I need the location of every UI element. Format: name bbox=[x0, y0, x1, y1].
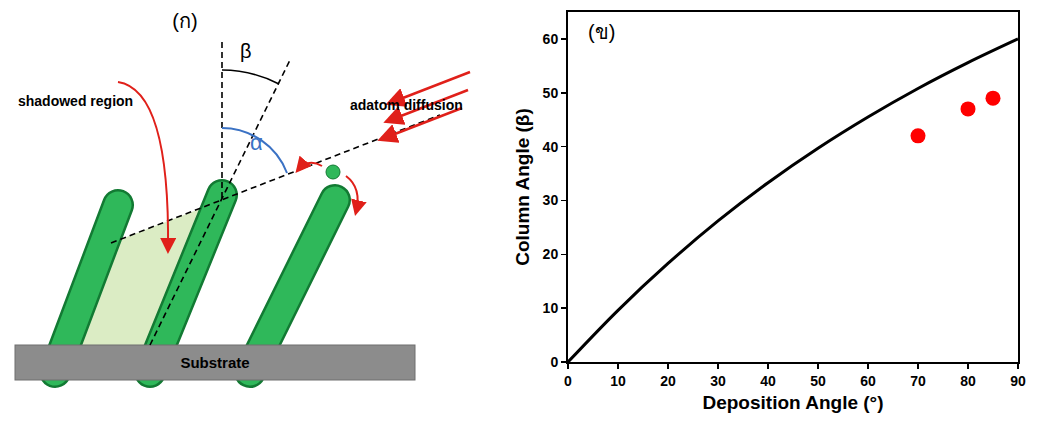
svg-text:30: 30 bbox=[710, 373, 726, 389]
svg-text:50: 50 bbox=[810, 373, 826, 389]
svg-text:adatom diffusion: adatom diffusion bbox=[350, 97, 463, 113]
svg-text:40: 40 bbox=[543, 139, 559, 155]
svg-text:60: 60 bbox=[860, 373, 876, 389]
svg-text:Substrate: Substrate bbox=[180, 354, 249, 371]
svg-text:80: 80 bbox=[960, 373, 976, 389]
svg-text:β: β bbox=[240, 40, 252, 62]
svg-text:10: 10 bbox=[610, 373, 626, 389]
svg-text:90: 90 bbox=[1010, 373, 1026, 389]
svg-text:10: 10 bbox=[543, 300, 559, 316]
svg-text:30: 30 bbox=[543, 192, 559, 208]
svg-text:Column Angle (β): Column Angle (β) bbox=[512, 108, 533, 266]
svg-text:70: 70 bbox=[910, 373, 926, 389]
svg-text:α: α bbox=[250, 130, 263, 155]
svg-text:50: 50 bbox=[543, 85, 559, 101]
svg-text:60: 60 bbox=[543, 31, 559, 47]
svg-text:20: 20 bbox=[660, 373, 676, 389]
svg-text:0: 0 bbox=[550, 354, 558, 370]
svg-text:(ข): (ข) bbox=[588, 21, 615, 43]
svg-text:Deposition Angle (°): Deposition Angle (°) bbox=[702, 392, 883, 413]
svg-text:shadowed region: shadowed region bbox=[18, 93, 133, 109]
svg-text:(ก): (ก) bbox=[172, 10, 197, 32]
svg-text:20: 20 bbox=[543, 246, 559, 262]
svg-text:40: 40 bbox=[760, 373, 776, 389]
svg-text:0: 0 bbox=[564, 373, 572, 389]
